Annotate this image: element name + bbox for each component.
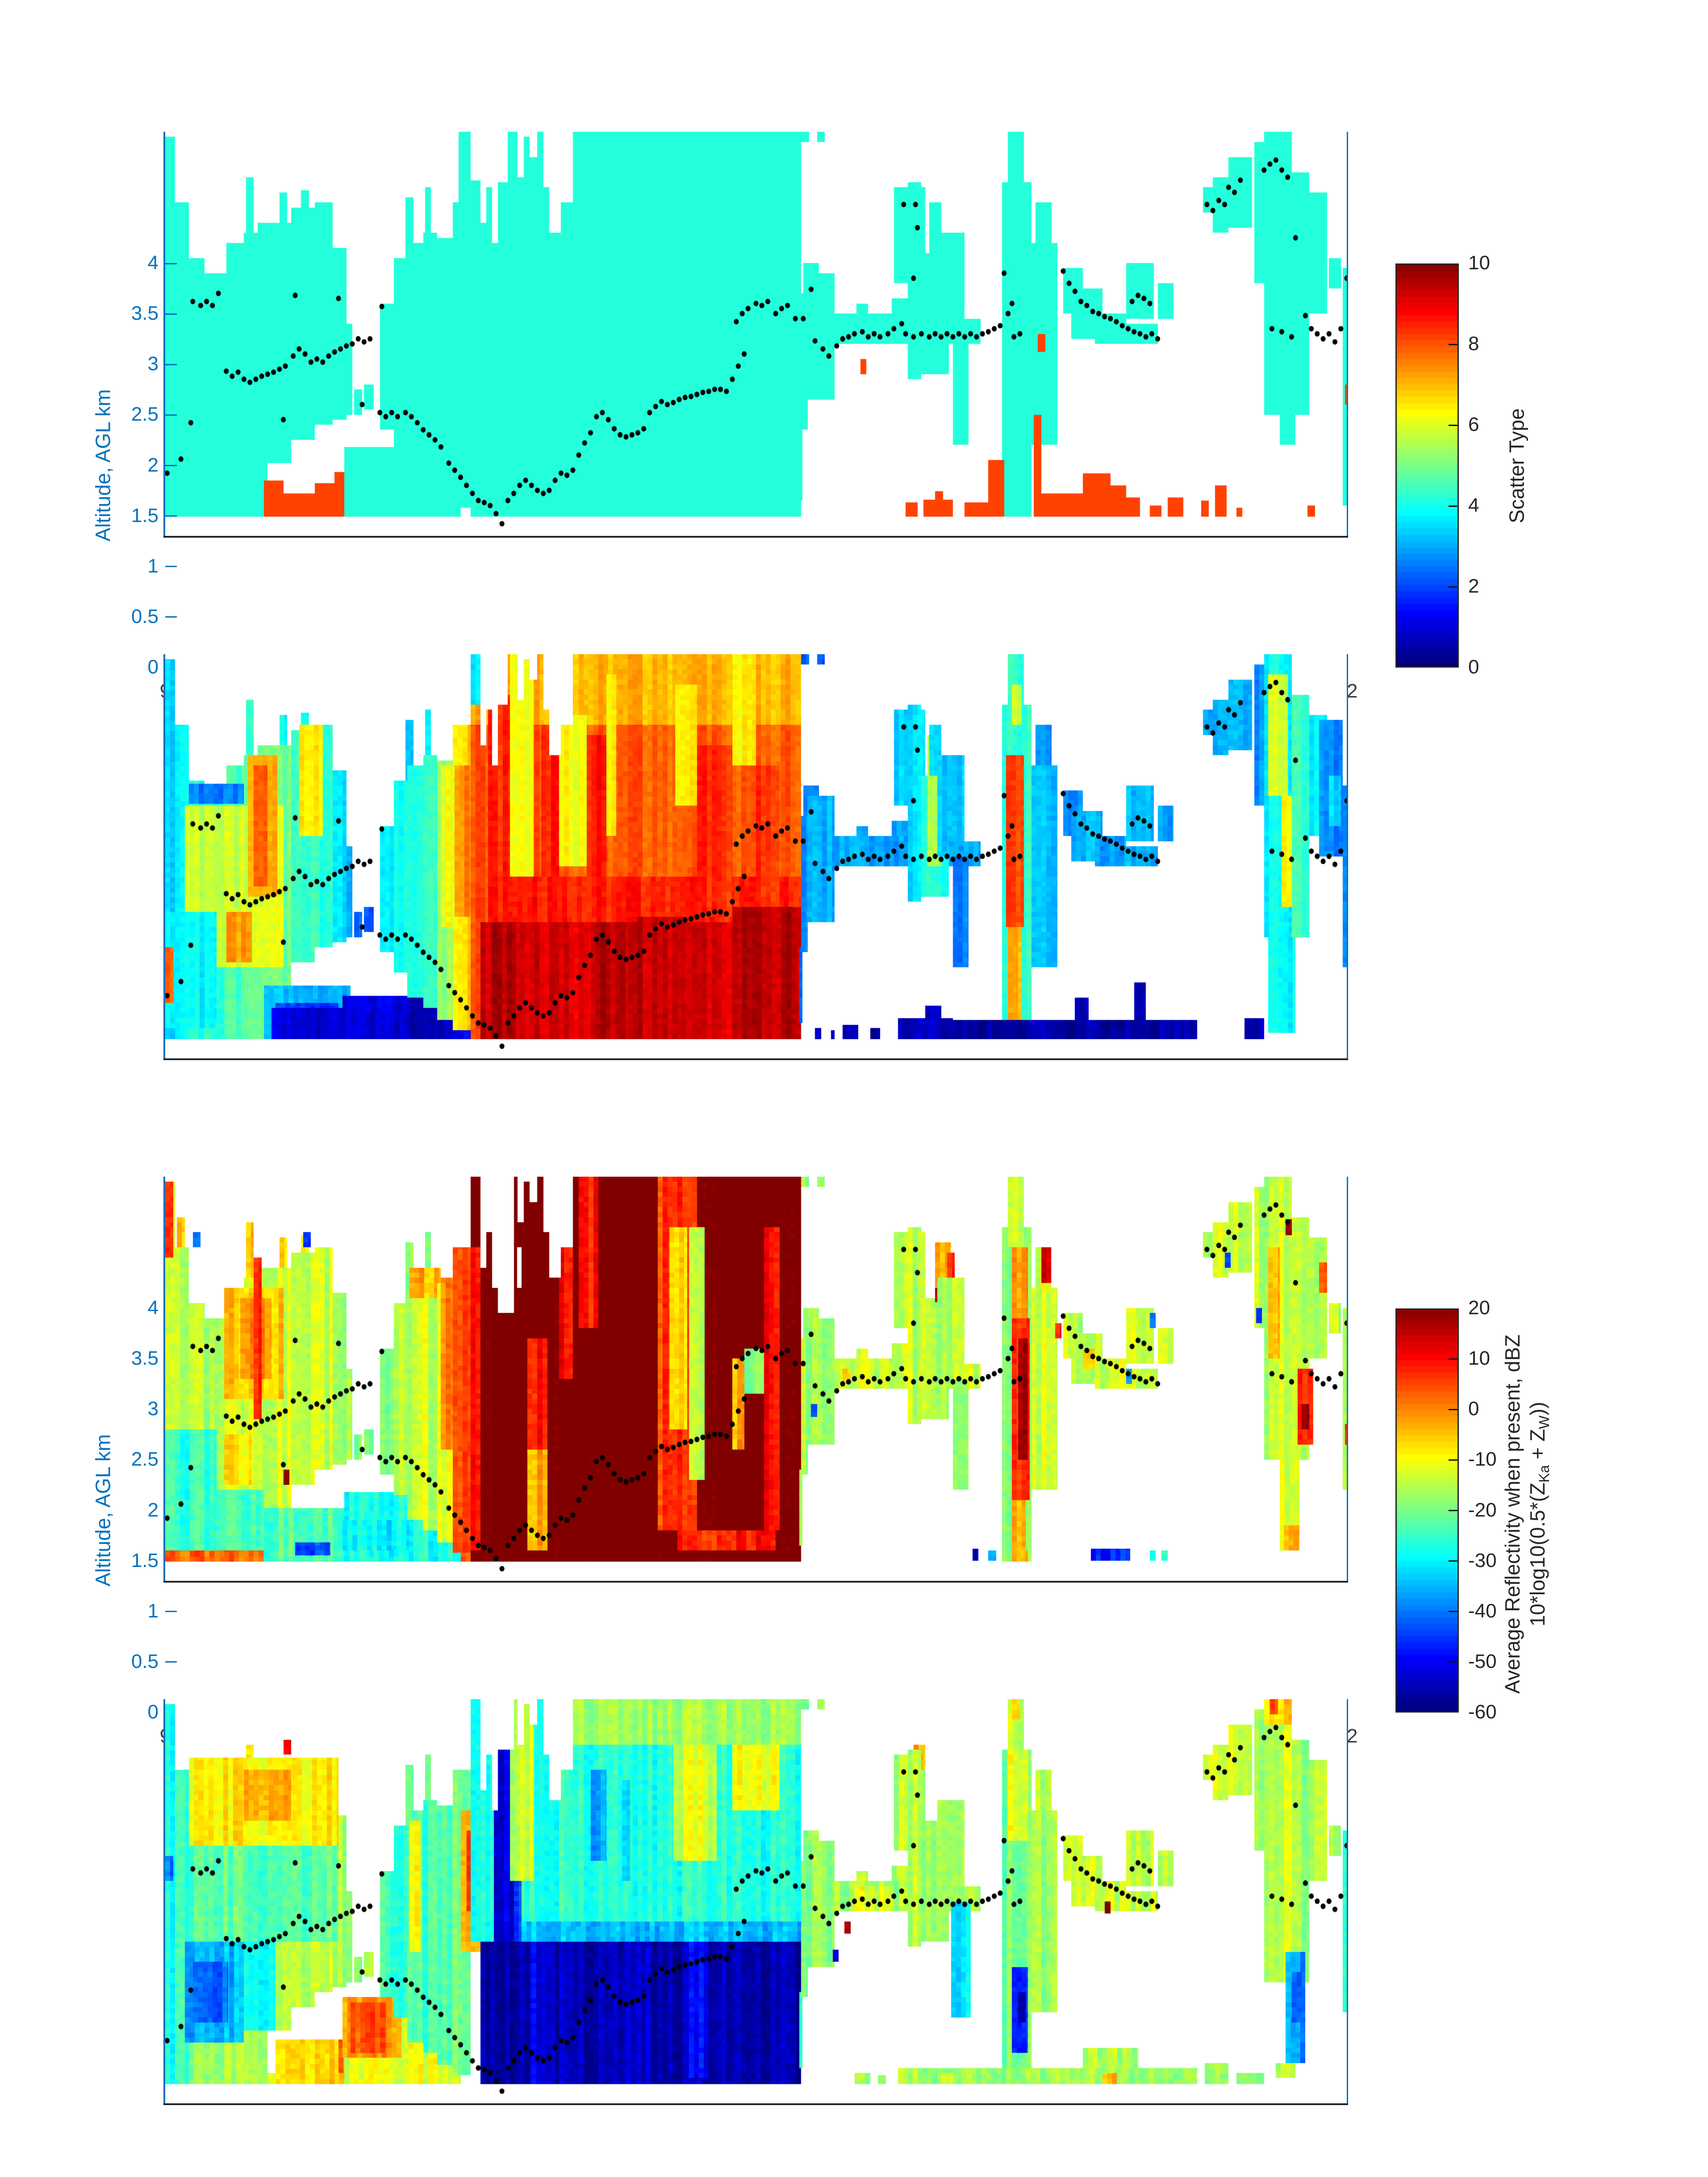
y-tick	[165, 414, 177, 416]
y-tick-label: 3	[147, 353, 159, 375]
y-axis-label: Altitude, AGL km	[91, 1434, 115, 1586]
y-tick-label: 2.5	[131, 403, 159, 426]
colorbar-canvas	[1397, 265, 1457, 666]
colorbar-tick-label: 20	[1468, 1297, 1490, 1319]
colorbar-tick	[1449, 424, 1457, 426]
y-axis-label: Altitude, AGL km	[91, 389, 115, 541]
colorbar-tick-label: 6	[1468, 414, 1479, 435]
y-tick-label: 2.5	[131, 1448, 159, 1471]
colorbar-tick	[1449, 1611, 1457, 1613]
y-tick	[165, 313, 177, 315]
y-tick-label: 4	[147, 1297, 159, 1319]
plot-area	[163, 1177, 1348, 1583]
x-axis-line	[163, 1058, 1348, 1060]
y-tick-label: 1.5	[131, 1549, 159, 1571]
y-tick	[165, 263, 177, 264]
right-axis-line	[1347, 1177, 1348, 1581]
y-tick	[165, 566, 177, 568]
colorbar-label-line: 10*log10(0.5*(ZKa + ZW))	[1525, 1401, 1553, 1626]
y-tick-label: 0	[147, 1701, 159, 1723]
colorbar-tick-label: -60	[1468, 1701, 1497, 1723]
colorbar-tick	[1449, 586, 1457, 588]
colorbar-tick-label: 0	[1468, 1398, 1479, 1420]
y-tick-label: 4	[147, 252, 159, 274]
y-tick-label: 1	[147, 1600, 159, 1622]
colorbar-canvas	[1397, 1310, 1457, 1711]
y-tick	[165, 1661, 177, 1663]
y-tick-label: 1.5	[131, 504, 159, 526]
plot-area	[163, 1699, 1348, 2105]
colorbar-tick	[1449, 1510, 1457, 1511]
colorbar-tick-label: -40	[1468, 1600, 1497, 1622]
y-tick	[165, 465, 177, 466]
colorbar-tick-label: 8	[1468, 333, 1479, 355]
right-axis-line	[1347, 132, 1348, 536]
plot-area	[163, 132, 1348, 538]
colorbar-tick	[1449, 1459, 1457, 1461]
heatmap-canvas	[165, 654, 1347, 1058]
colorbar-tick	[1449, 1408, 1457, 1410]
colorbar-frame	[1395, 263, 1459, 668]
colorbar-frame	[1395, 1308, 1459, 1713]
y-tick-label: 0.5	[131, 605, 159, 627]
y-axis-line	[163, 654, 165, 1058]
colorbar-tick	[1449, 343, 1457, 345]
right-axis-line	[1347, 654, 1348, 1058]
colorbar-label-line: Scatter Type	[1505, 408, 1528, 523]
colorbar-tick	[1449, 505, 1457, 507]
y-tick-label: 3.5	[131, 302, 159, 325]
y-tick	[165, 616, 177, 618]
y-tick-label: 0	[147, 656, 159, 678]
colorbar-tick-label: 4	[1468, 494, 1479, 516]
x-axis-line	[163, 536, 1348, 538]
colorbar-tick	[1449, 1560, 1457, 1562]
y-tick-label: 2	[147, 454, 159, 476]
colorbar-label: Average Reflectivity when present, dBZ 10…	[1500, 1312, 1557, 1716]
y-tick-label: 1	[147, 555, 159, 577]
y-tick	[165, 364, 177, 365]
y-tick	[165, 1611, 177, 1613]
y-axis-line	[163, 1699, 165, 2103]
colorbar-label-line: Average Reflectivity when present, dBZ	[1500, 1334, 1524, 1694]
colorbar-label: Scatter Type	[1504, 263, 1529, 668]
colorbar-tick-label: 10	[1468, 1347, 1490, 1370]
colorbar-tick-label: -10	[1468, 1448, 1497, 1471]
colorbar-tick-label: 0	[1468, 656, 1479, 678]
colorbar-tick-label: -50	[1468, 1650, 1497, 1672]
y-tick-label: 2	[147, 1499, 159, 1521]
y-tick-label: 0.5	[131, 1650, 159, 1672]
y-tick	[165, 515, 177, 517]
x-axis-line	[163, 2103, 1348, 2105]
colorbar-tick	[1449, 1661, 1457, 1663]
y-tick-label: 3	[147, 1398, 159, 1420]
y-tick-label: 3.5	[131, 1347, 159, 1370]
colorbar-tick-label: -20	[1468, 1499, 1497, 1521]
right-axis-line	[1347, 1699, 1348, 2103]
heatmap-canvas	[165, 1177, 1347, 1581]
colorbar-tick	[1449, 1358, 1457, 1360]
colorbar-tick-label: -30	[1468, 1549, 1497, 1571]
x-axis-line	[163, 1581, 1348, 1583]
heatmap-canvas	[165, 132, 1347, 536]
y-axis-line	[163, 132, 165, 536]
colorbar-tick-label: 2	[1468, 575, 1479, 597]
y-axis-line	[163, 1177, 165, 1581]
plot-area	[163, 654, 1348, 1060]
colorbar-tick-label: 10	[1468, 252, 1490, 274]
heatmap-canvas	[165, 1699, 1347, 2103]
